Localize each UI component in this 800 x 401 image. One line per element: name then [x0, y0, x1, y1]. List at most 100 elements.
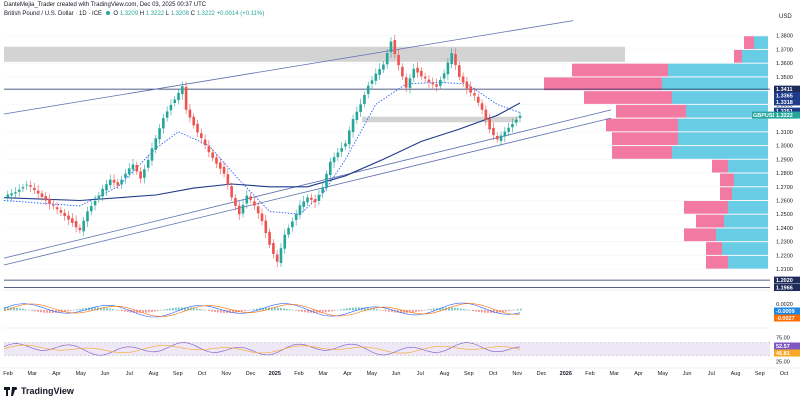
candle-body	[321, 187, 325, 193]
macd-histogram-bar	[400, 310, 402, 313]
symbol-name[interactable]: British Pound / U.S. Dollar · 1D · ICE	[4, 11, 103, 17]
macd-histogram-bar	[475, 310, 477, 312]
volume-profile-bar-up	[716, 228, 768, 242]
price-badge-label: 1.3411	[776, 87, 793, 93]
volume-profile-bar-down	[606, 118, 678, 132]
macd-signal-line	[3, 303, 521, 317]
candle-body	[461, 76, 465, 83]
macd-histogram-bar	[322, 310, 324, 313]
volume-profile-bar-down	[706, 255, 728, 269]
macd-histogram-bar	[307, 310, 309, 313]
macd-histogram-bar	[148, 310, 150, 313]
macd-badge	[774, 300, 800, 308]
volume-profile-bar-up	[678, 118, 768, 132]
candle-body	[454, 54, 457, 66]
candle-body	[192, 116, 196, 126]
candle-body	[218, 162, 222, 169]
candle-body	[374, 73, 378, 81]
candle-body	[465, 81, 469, 89]
volume-profile-bar-down	[696, 214, 724, 228]
macd-histogram-bar	[67, 310, 69, 312]
candle-body	[370, 80, 374, 84]
macd-histogram-bar	[355, 307, 357, 311]
ohlc-h-label: H	[139, 11, 145, 17]
time-tick-label: Jun	[683, 371, 692, 377]
candle-body	[230, 186, 233, 198]
candle-body	[385, 53, 389, 65]
ohlc-change: +0.0014 (+0.11%)	[216, 11, 265, 17]
macd-histogram-bar	[22, 308, 24, 311]
macd-pane[interactable]: 0.0020-0.0009-0.0027	[3, 289, 800, 322]
symbol-line: British Pound / U.S. Dollar · 1D · ICE O…	[4, 11, 264, 17]
rsi-line	[3, 342, 521, 356]
macd-histogram-bar	[295, 310, 297, 311]
candle-body	[127, 168, 131, 175]
macd-histogram-bar	[274, 307, 276, 311]
macd-histogram-bar	[211, 310, 213, 312]
candle-body	[120, 179, 123, 185]
macd-histogram-bar	[76, 309, 78, 311]
rsi-tick-label: 75.00	[776, 336, 790, 342]
candle-body	[249, 196, 252, 200]
volume-profile-bar-down	[720, 187, 732, 200]
macd-histogram-bar	[172, 307, 174, 311]
candle-body	[177, 92, 180, 101]
macd-histogram-bar	[241, 310, 243, 312]
time-axis[interactable]: Feb Mar Apr May Jun Jul Aug Sep Oct Nov Dec 2025 Feb…	[0, 367, 800, 377]
volume-profile-bar-up	[662, 77, 768, 91]
macd-histogram-bar	[187, 307, 189, 311]
candle-body	[275, 254, 279, 262]
macd-histogram-bar	[481, 310, 483, 313]
candle-body	[237, 205, 241, 215]
tradingview-logo[interactable]: TradingView	[4, 386, 74, 396]
macd-histogram-bar	[253, 309, 255, 311]
price-tick-label: 1.2500	[776, 212, 793, 218]
volume-profile-bar-up	[728, 159, 768, 173]
candle-body	[389, 41, 393, 53]
price-tick-label: 1.2100	[776, 267, 793, 273]
price-series	[6, 34, 522, 268]
macd-histogram-bar	[391, 310, 393, 313]
macd-histogram-bar	[94, 307, 96, 311]
candle-body	[351, 119, 355, 133]
time-tick-label: May	[658, 371, 669, 377]
candle-body	[328, 161, 332, 176]
candle-body	[234, 197, 237, 206]
macd-histogram-bar	[286, 308, 288, 311]
price-tick-label: 1.3700	[776, 47, 793, 53]
candle-body	[256, 206, 260, 214]
macd-histogram-bar	[166, 308, 168, 311]
macd-histogram-bar	[175, 307, 177, 311]
price-axis[interactable]: 1.38001.37001.36001.35001.34001.33001.31…	[776, 34, 793, 273]
macd-histogram-bar	[154, 310, 156, 312]
macd-histogram-bar	[430, 308, 432, 311]
rsi-badge	[774, 342, 800, 350]
price-tick-label: 1.2700	[776, 185, 793, 191]
ohlc-o-value: 1.3209	[119, 11, 139, 17]
candle-body	[469, 86, 472, 93]
volume-profile-bar-up	[728, 200, 768, 214]
macd-histogram-bar	[136, 310, 138, 313]
macd-histogram-bar	[106, 308, 108, 311]
macd-histogram-bar	[151, 310, 153, 312]
macd-histogram-bar	[388, 310, 390, 312]
candle-body	[135, 165, 139, 172]
macd-histogram-bar	[409, 310, 411, 313]
price-tick-label: 1.3800	[776, 34, 793, 40]
candle-body	[55, 207, 59, 210]
candle-body	[279, 248, 283, 263]
macd-histogram-bar	[451, 307, 453, 311]
macd-histogram-bar	[490, 310, 492, 314]
macd-histogram-bar	[304, 310, 306, 313]
candle-body	[294, 214, 298, 220]
volume-profile-bar-down	[712, 159, 728, 173]
volume-profile-bar-down	[616, 104, 686, 118]
macd-line	[3, 302, 521, 318]
macd-histogram-bar	[208, 310, 210, 311]
price-badge	[774, 276, 800, 284]
macd-histogram-bar	[271, 307, 273, 311]
macd-histogram-bar	[316, 310, 318, 314]
candle-body	[287, 228, 290, 235]
